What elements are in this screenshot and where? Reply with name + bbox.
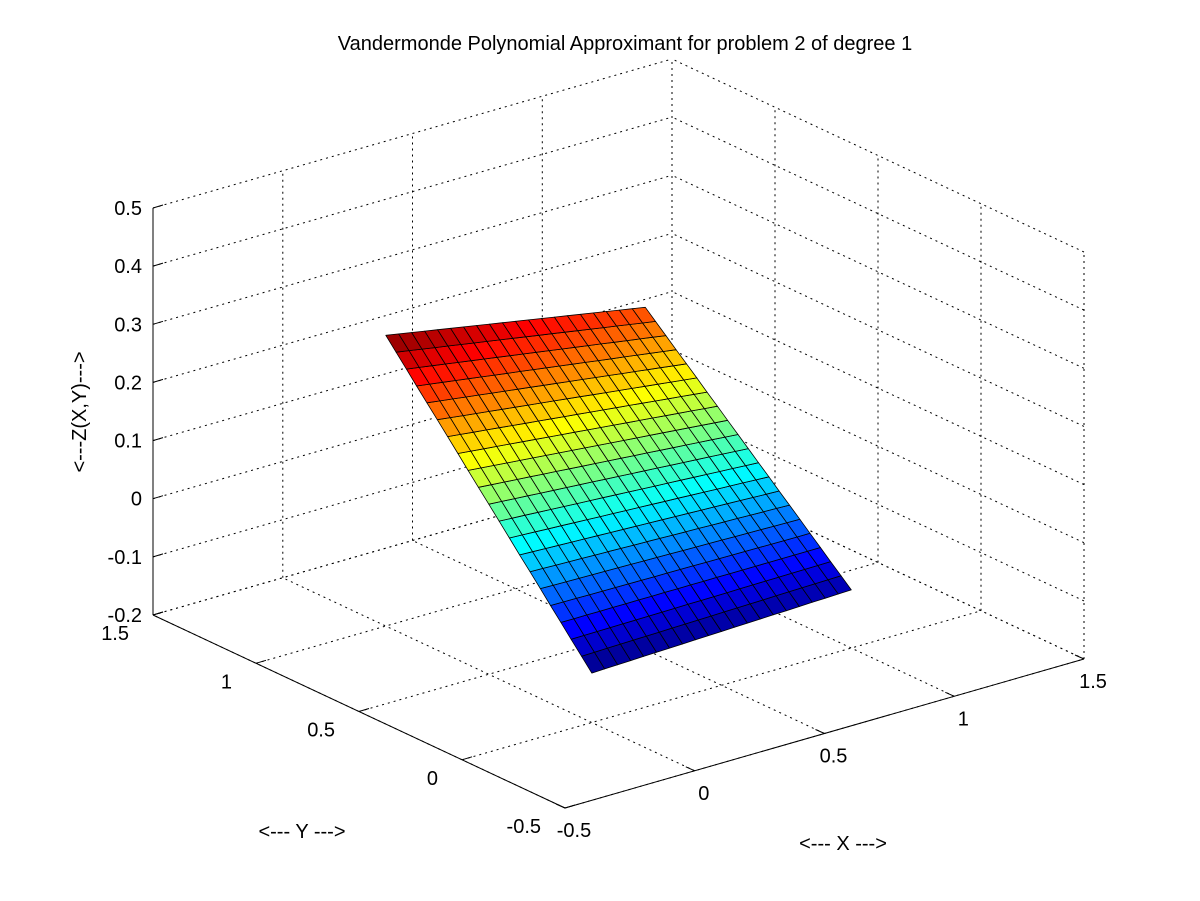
- grid-line: [671, 349, 1085, 544]
- y-tick-label: 0.5: [307, 720, 335, 742]
- z-tick-mark: [152, 437, 164, 442]
- x-tick-mark: [685, 766, 696, 772]
- x-tick-mark: [945, 691, 955, 697]
- z-tick-mark: [152, 204, 164, 209]
- z-tick-mark: [152, 262, 164, 267]
- axes: [152, 204, 1085, 809]
- y-tick-label: 0: [427, 768, 438, 790]
- grid-line: [282, 577, 696, 772]
- x-tick-label: -0.5: [557, 820, 591, 842]
- z-tick-mark: [152, 611, 164, 616]
- surface-patch: [631, 306, 656, 324]
- surface-mesh: [385, 306, 852, 674]
- z-tick-mark: [152, 320, 164, 325]
- y-tick-mark: [255, 659, 267, 664]
- grid-line: [671, 116, 1085, 311]
- y-tick-labels: -0.5 0 0.5 1 1.5: [101, 623, 541, 838]
- x-tick-labels: -0.5 0 0.5 1 1.5: [557, 671, 1107, 842]
- y-tick-label: -0.5: [507, 816, 541, 838]
- x-axis-label: <--- X --->: [799, 833, 887, 855]
- y-tick-label: 1.5: [101, 623, 129, 645]
- grid-line: [671, 291, 1085, 486]
- z-tick-labels: -0.2 -0.1 0 0.1 0.2 0.3 0.4 0.5: [108, 198, 142, 627]
- x-tick-mark: [815, 729, 825, 734]
- chart-title: Vandermonde Polynomial Approximant for p…: [338, 33, 912, 55]
- z-tick-label: -0.2: [108, 605, 142, 627]
- z-tick-label: 0.1: [114, 431, 142, 453]
- grid-line: [461, 610, 982, 761]
- z-tick-label: 0.2: [114, 372, 142, 394]
- grid-line: [671, 232, 1085, 427]
- z-tick-label: 0.5: [114, 198, 142, 220]
- y-tick-label: 1: [221, 671, 232, 693]
- y-axis-label: <--- Y --->: [258, 821, 345, 843]
- x-tick-mark: [1074, 654, 1085, 660]
- z-tick-mark: [152, 378, 164, 383]
- z-tick-label: 0.4: [114, 256, 142, 278]
- z-tick-label: 0.3: [114, 314, 142, 336]
- z-axis-label: <---Z(X,Y)--->: [69, 351, 91, 472]
- x-tick-label: 1.5: [1079, 671, 1107, 693]
- y-tick-mark: [461, 756, 473, 761]
- z-tick-mark: [152, 495, 164, 500]
- grid-line: [671, 174, 1085, 369]
- y-tick-mark: [564, 804, 576, 809]
- x-tick-label: 1: [958, 708, 969, 730]
- x-tick-mark: [555, 803, 566, 809]
- grid-line: [671, 58, 1085, 253]
- x-tick-label: 0: [698, 783, 709, 805]
- x-tick-label: 0.5: [820, 746, 848, 768]
- grid-line: [412, 540, 825, 734]
- z-tick-label: -0.1: [108, 547, 142, 569]
- y-tick-mark: [358, 708, 370, 712]
- z-tick-label: 0: [131, 489, 142, 511]
- z-tick-mark: [152, 553, 164, 558]
